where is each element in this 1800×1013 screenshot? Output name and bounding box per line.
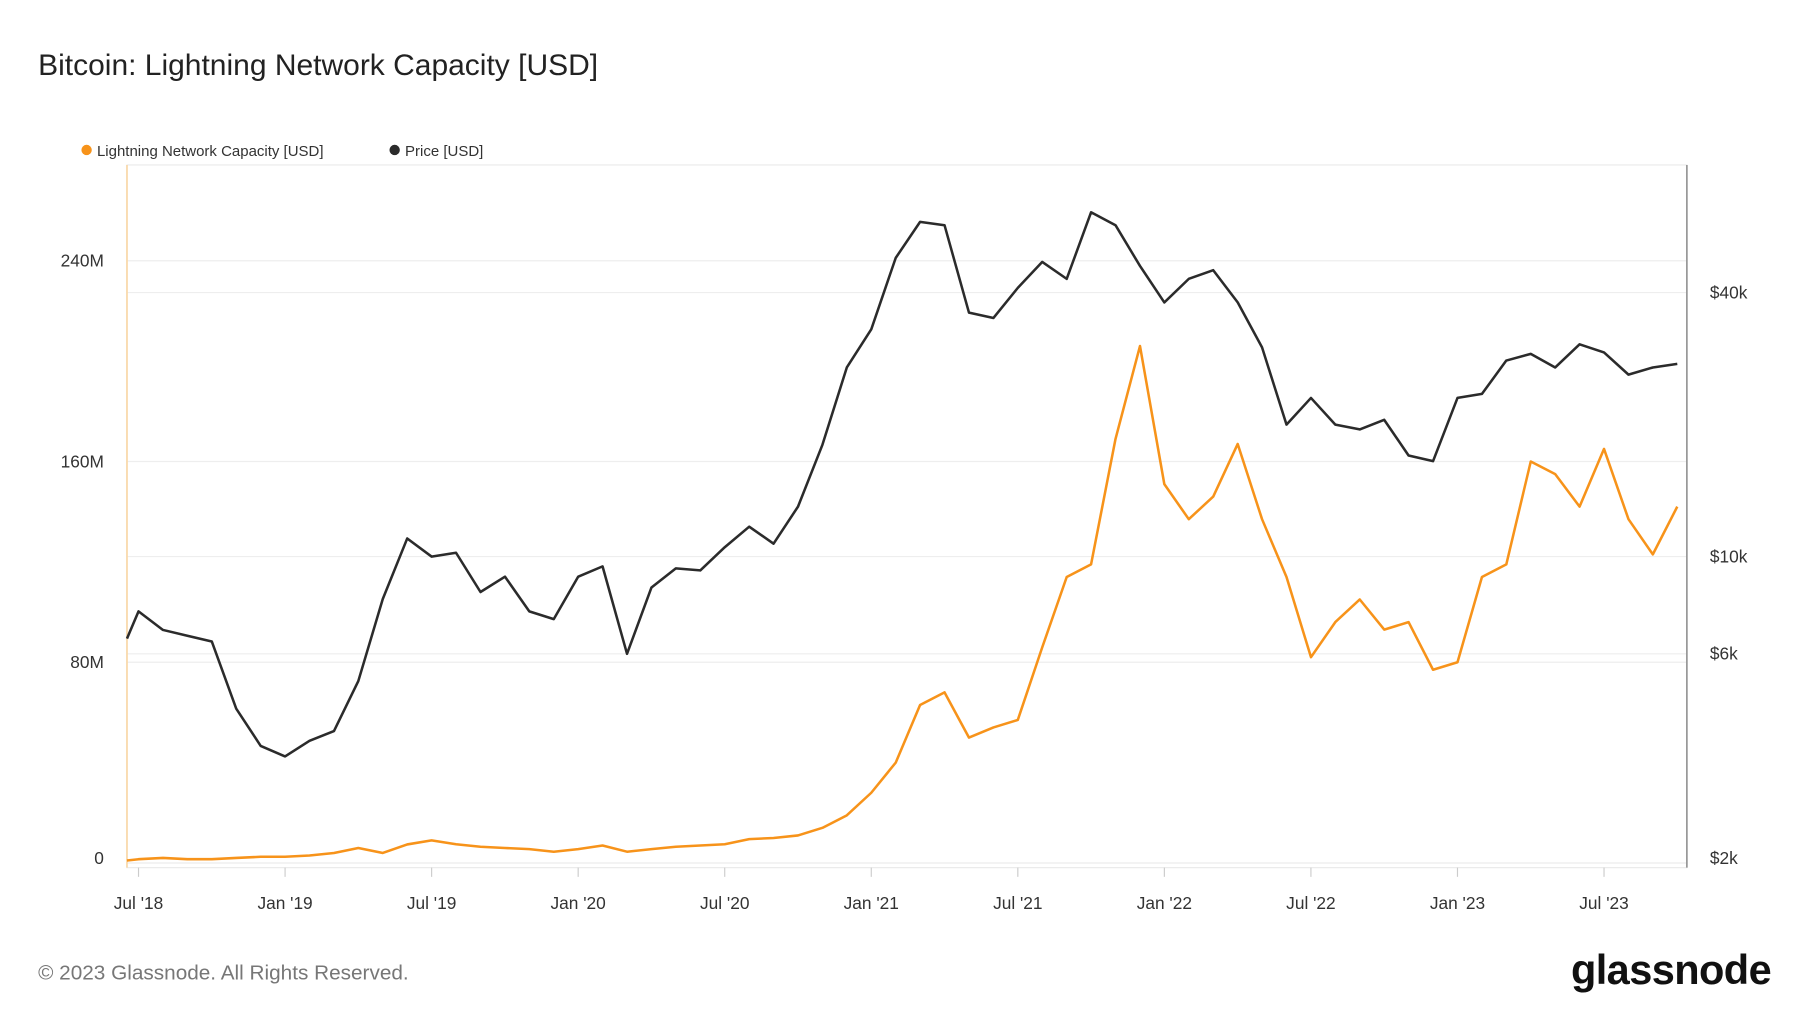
x-tick-label: Jan '20	[551, 893, 606, 913]
legend-dot-capacity	[81, 144, 92, 156]
y-axis-left: 0 80M 160M 240M	[61, 251, 104, 869]
x-tick-label: Jul '20	[700, 893, 749, 913]
plot-area	[126, 164, 1688, 869]
price-line	[125, 211, 1678, 758]
legend-label-price: Price [USD]	[405, 143, 483, 160]
x-tick-label: Jul '21	[993, 893, 1042, 913]
x-tick-label: Jul '19	[407, 893, 456, 913]
capacity-line	[126, 344, 1679, 862]
x-tick-label: Jul '23	[1579, 893, 1628, 913]
legend: Lightning Network Capacity [USD] Price […	[81, 143, 483, 160]
x-tick-label: Jan '21	[844, 893, 899, 913]
y-left-tick-label: 0	[94, 848, 104, 868]
x-tick-label: Jul '22	[1286, 893, 1335, 913]
y-right-tick-label: $40k	[1710, 282, 1748, 302]
y-left-tick-label: 240M	[61, 251, 104, 271]
x-tick-label: Jan '19	[257, 893, 312, 913]
chart-title: Bitcoin: Lightning Network Capacity [USD…	[38, 49, 598, 82]
y-left-tick-label: 160M	[61, 451, 104, 471]
x-tick-label: Jul '18	[114, 893, 163, 913]
glassnode-logo: glassnode	[1571, 946, 1771, 993]
y-right-tick-label: $10k	[1710, 546, 1748, 566]
legend-item-capacity[interactable]: Lightning Network Capacity [USD]	[81, 143, 324, 160]
y-left-tick-label: 80M	[70, 652, 104, 672]
legend-dot-price	[389, 144, 400, 156]
x-tick-label: Jan '22	[1137, 893, 1192, 913]
x-tick-label: Jan '23	[1430, 893, 1485, 913]
legend-label-capacity: Lightning Network Capacity [USD]	[97, 143, 324, 160]
gridlines	[126, 260, 1687, 864]
legend-item-price[interactable]: Price [USD]	[389, 143, 483, 160]
y-axis-right: $2k $6k $10k $40k	[1710, 282, 1748, 868]
copyright-footer: © 2023 Glassnode. All Rights Reserved.	[38, 962, 409, 985]
series-lines	[125, 211, 1679, 862]
y-right-tick-label: $6k	[1710, 644, 1738, 664]
x-axis: Jul '18 Jan '19 Jul '19 Jan '20 Jul '20 Jan '…	[114, 867, 1629, 913]
y-right-tick-label: $2k	[1710, 848, 1738, 868]
